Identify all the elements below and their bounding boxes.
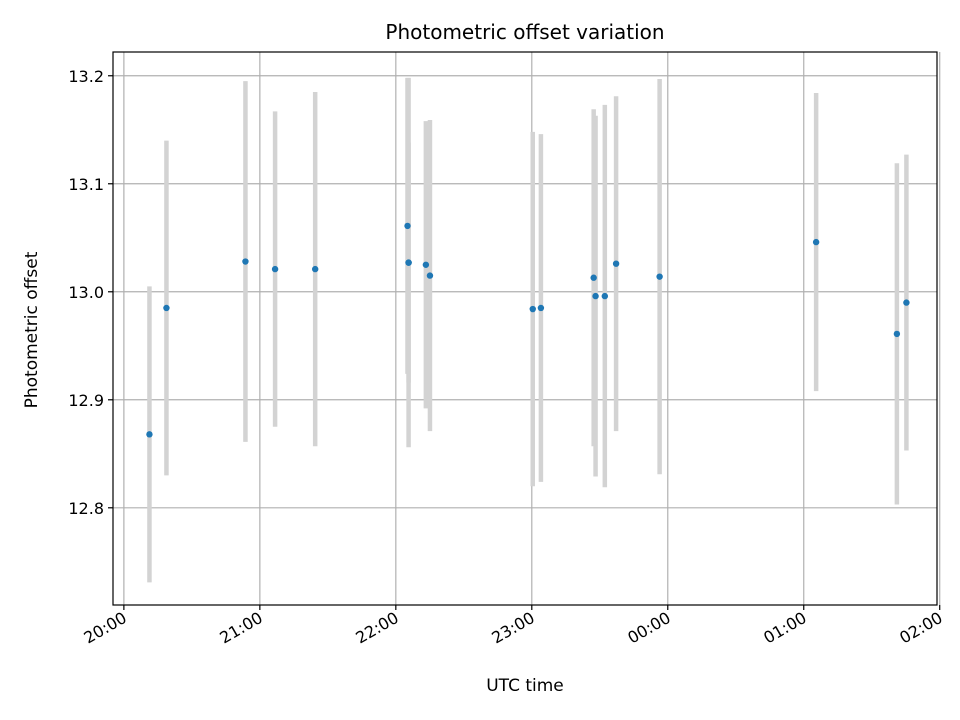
y-tick-label: 12.8 [68, 499, 104, 518]
data-point [426, 272, 434, 279]
data-point [163, 304, 170, 312]
x-axis-label: UTC time [486, 676, 564, 696]
y-tick-label: 13.2 [68, 67, 104, 86]
data-point [612, 260, 620, 267]
data-points [146, 222, 910, 438]
data-point [529, 305, 536, 313]
data-point [812, 238, 820, 246]
data-point [404, 222, 411, 230]
data-point [592, 292, 599, 300]
chart-title: Photometric offset variation [385, 20, 664, 44]
y-tick-label: 13.0 [68, 283, 104, 302]
data-point [601, 292, 609, 300]
data-point [656, 273, 663, 280]
data-point [537, 304, 545, 312]
data-point [893, 330, 901, 338]
data-point [903, 299, 910, 306]
data-point [271, 265, 279, 273]
data-point [311, 265, 319, 273]
data-point [242, 258, 249, 265]
data-point [422, 261, 430, 268]
plot-frame [112, 51, 938, 606]
y-axis-label: Photometric offset [22, 251, 42, 408]
data-point [146, 431, 153, 438]
y-tick-label: 12.9 [68, 391, 104, 410]
data-point [405, 259, 412, 266]
y-tick-label: 13.1 [68, 175, 104, 194]
data-point [590, 274, 597, 281]
